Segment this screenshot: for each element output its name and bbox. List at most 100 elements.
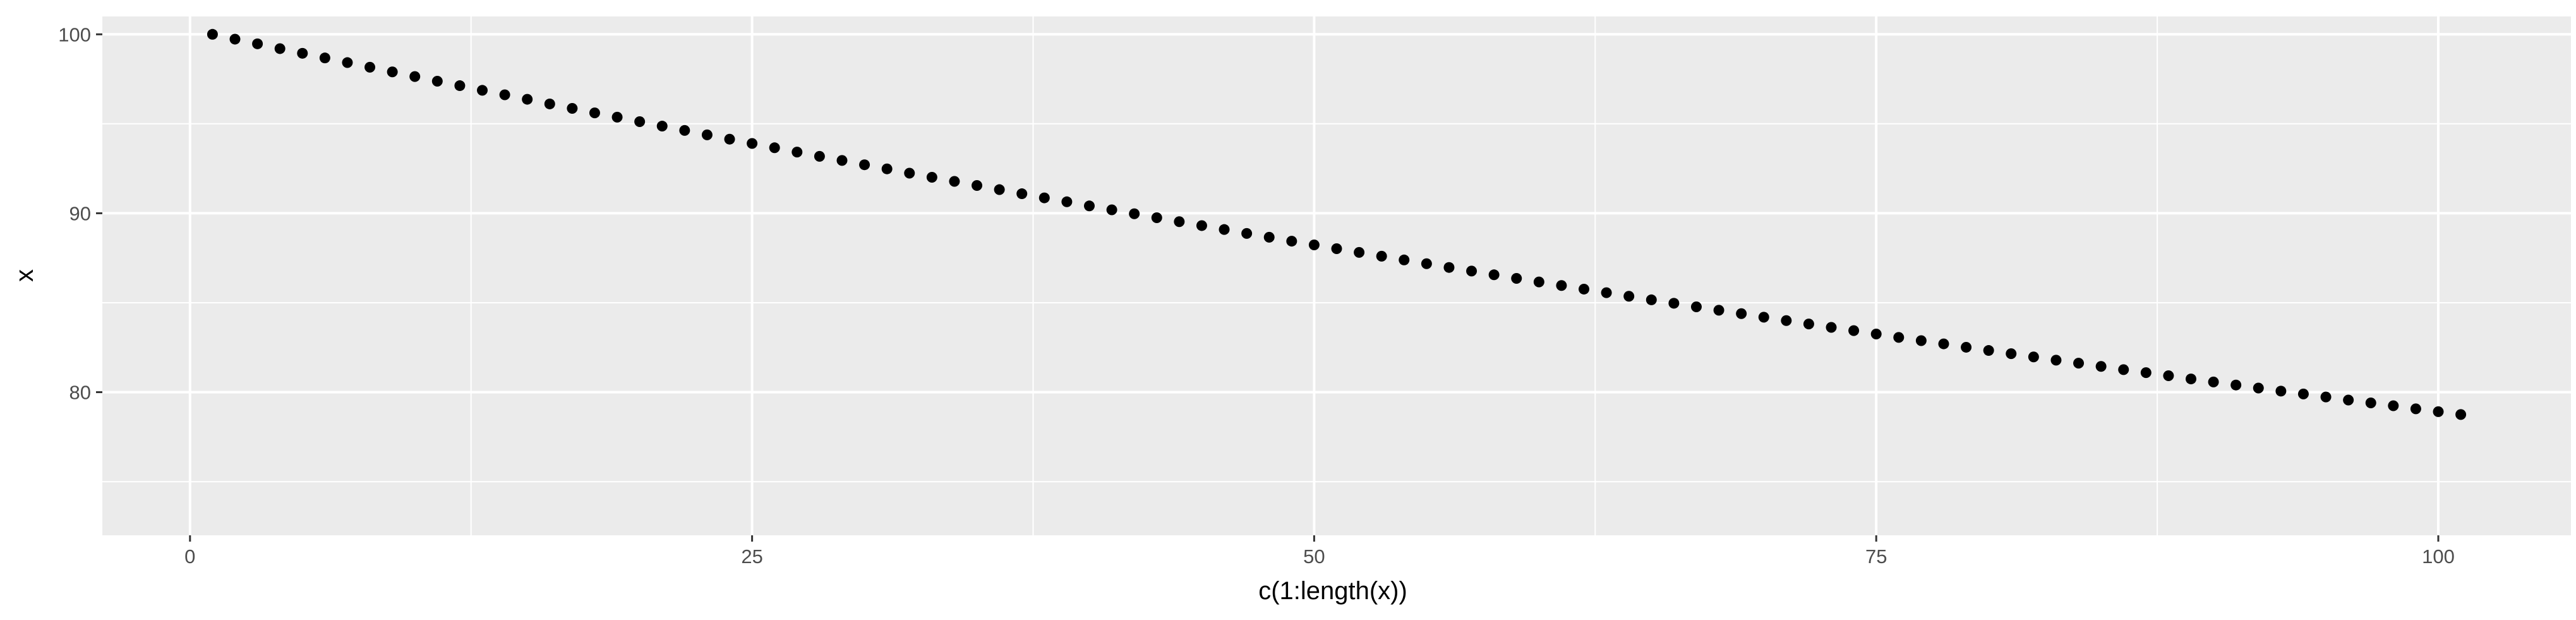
data-point [1848, 325, 1860, 336]
data-point [2208, 376, 2219, 387]
data-point [1803, 319, 1814, 330]
data-point [589, 107, 600, 119]
data-point [2433, 406, 2444, 417]
data-point [2230, 379, 2242, 391]
data-point [252, 38, 263, 49]
data-point [1038, 192, 1050, 204]
y-tick-labels: 80 90 100 [58, 23, 91, 403]
data-point [2006, 348, 2017, 360]
data-point [1174, 216, 1185, 228]
x-tick-labels: 0 25 50 75 100 [184, 545, 2455, 568]
data-point [1016, 188, 1028, 200]
data-point [342, 57, 353, 68]
data-point [1938, 338, 1949, 350]
data-point [499, 89, 510, 100]
data-point [2028, 351, 2039, 363]
x-tick-label: 50 [1303, 545, 1325, 568]
data-point [1376, 250, 1387, 262]
data-point [1219, 224, 1230, 235]
data-point [949, 176, 960, 187]
data-point [1083, 200, 1095, 212]
data-point [229, 33, 241, 45]
data-point [1286, 236, 1297, 247]
data-point [634, 116, 646, 127]
data-point [994, 184, 1005, 195]
data-point [454, 80, 466, 92]
y-tick-label: 80 [69, 382, 91, 404]
data-point [2365, 398, 2376, 409]
data-point [1870, 329, 1882, 340]
data-point [431, 75, 443, 87]
data-point [611, 111, 623, 123]
data-point [814, 150, 825, 162]
major-gridlines [102, 16, 2571, 535]
data-point [2410, 403, 2421, 415]
data-point [544, 98, 555, 109]
data-point [1758, 312, 1769, 323]
data-point [2095, 361, 2107, 372]
data-point [791, 147, 803, 158]
data-point [1511, 272, 1522, 284]
data-point [274, 43, 286, 54]
y-tick-label: 90 [69, 202, 91, 224]
data-point [364, 61, 376, 73]
x-tick-label: 25 [741, 545, 762, 568]
data-point [1961, 341, 1972, 353]
data-point [679, 125, 690, 136]
minor-gridlines [102, 16, 2571, 535]
data-point [1354, 246, 1365, 258]
data-point [972, 180, 983, 191]
data-point [1466, 265, 1478, 277]
data-point [1061, 196, 1073, 207]
data-point [1668, 298, 1680, 309]
data-point [926, 172, 937, 183]
data-point [1421, 258, 1432, 269]
data-point [701, 129, 713, 140]
data-point [409, 71, 421, 82]
x-tick-label: 100 [2422, 545, 2455, 568]
data-point [1488, 269, 1500, 281]
data-point [1893, 332, 1905, 343]
data-point [1826, 322, 1837, 333]
data-point [747, 138, 758, 149]
data-point [2073, 358, 2085, 369]
data-point [2163, 370, 2174, 381]
data-point [1690, 301, 1702, 312]
data-point [881, 163, 893, 174]
data-point [904, 167, 915, 179]
data-point [1129, 208, 1140, 219]
data-point [1623, 291, 1635, 302]
x-tick-label: 0 [184, 545, 195, 568]
data-point [2118, 364, 2129, 375]
data-point [1331, 243, 1342, 254]
data-point [297, 47, 308, 59]
data-point [2388, 400, 2399, 411]
data-point [1241, 228, 1253, 239]
data-point [567, 103, 578, 114]
data-point [1106, 204, 1117, 216]
data-point [1533, 276, 1544, 288]
data-point [2185, 374, 2196, 385]
x-tick-label: 75 [1865, 545, 1887, 568]
data-point [1713, 305, 1724, 316]
data-point [836, 155, 848, 166]
data-point [1579, 283, 1590, 295]
data-points [207, 28, 2467, 420]
plot-panel [102, 16, 2571, 535]
axis-ticks [96, 33, 2440, 542]
data-point [1263, 231, 1275, 243]
data-point [1983, 345, 1994, 356]
y-tick-label: 100 [58, 23, 91, 46]
data-point [2275, 386, 2287, 397]
data-point [1781, 315, 1792, 326]
data-point [724, 133, 735, 145]
data-point [207, 28, 218, 40]
data-point [769, 142, 780, 154]
data-point [2050, 355, 2062, 366]
data-point [2297, 388, 2309, 399]
y-axis-title: x [11, 269, 39, 282]
data-point [477, 85, 488, 96]
data-point [1915, 335, 1927, 346]
data-point [387, 66, 398, 78]
